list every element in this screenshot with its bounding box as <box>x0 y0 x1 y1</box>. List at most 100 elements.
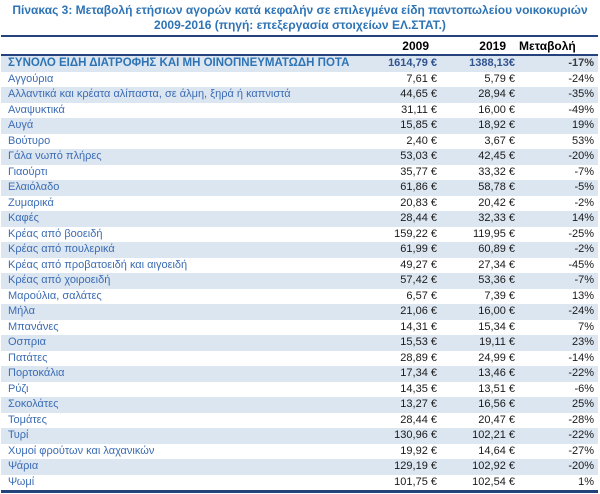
value-change-cell: -22% <box>568 367 594 379</box>
value-2019-cell: 28,94 € <box>478 88 515 100</box>
value-change-cell: -5% <box>574 181 594 193</box>
value-change-cell: 7% <box>578 320 594 333</box>
table-row: Σοκολάτες 13,27 € 16,56 € 25% <box>1 397 598 413</box>
value-change-cell: -28% <box>568 413 594 426</box>
value-2019-cell: 3,67 € <box>484 134 515 147</box>
table-row: Ζυμαρικά 20,83 € 20,42 € -2% <box>1 196 598 212</box>
value-2019-cell: 16,00 € <box>478 103 515 116</box>
value-2009-cell: 49,27 € <box>400 258 437 271</box>
item-label-cell: Ζυμαρικά <box>8 196 54 209</box>
item-label-cell: Γιαούρτι <box>8 165 48 178</box>
value-2009-cell: 15,53 € <box>400 336 437 348</box>
value-2009-cell: 35,77 € <box>400 165 437 178</box>
value-2019-cell: 42,45 € <box>478 150 515 162</box>
value-2019-cell: 58,78 € <box>478 181 515 193</box>
value-change-cell: -45% <box>568 258 594 271</box>
header-2009: 2009 <box>351 36 441 56</box>
item-label-cell: Μαρούλια, σαλάτες <box>8 289 102 302</box>
value-change-cell: -14% <box>568 351 594 364</box>
table-row: Κρέας από χοιροειδή 57,42 € 53,36 € -7% <box>1 273 598 289</box>
value-2009-cell: 28,44 € <box>400 212 437 224</box>
table-row: Μήλα 21,06 € 16,00 € -24% <box>1 304 598 320</box>
value-change-cell: -22% <box>568 429 594 441</box>
value-change-cell: -49% <box>568 103 594 116</box>
value-2019-cell: 102,54 € <box>472 475 515 488</box>
item-label-cell: Αυγά <box>8 119 34 131</box>
table-row: Αλλαντικά και κρέατα αλίπαστα, σε άλμη, … <box>1 87 598 103</box>
value-change-cell: 19% <box>571 119 594 131</box>
caption-line-1: Πίνακας 3: Μεταβολή ετήσιων αγορών κατά … <box>12 3 588 17</box>
value-2019-cell: 15,34 € <box>478 320 515 333</box>
value-change-cell: -35% <box>568 88 594 100</box>
value-2009-cell: 20,83 € <box>400 196 437 209</box>
table-body: ΣΥΝΟΛΟ ΕΙΔΗ ΔΙΑΤΡΟΦΗΣ ΚΑΙ ΜΗ ΟΙΝΟΠΝΕΥΜΑΤ… <box>1 55 598 492</box>
value-change-cell: -24% <box>568 72 594 85</box>
item-label-cell: Αγγούρια <box>8 72 54 85</box>
value-2019-cell: 53,36 € <box>478 274 515 286</box>
table-row: Ψάρια 129,19 € 102,92 € -20% <box>1 459 598 475</box>
item-label-cell: Γάλα νωπό πλήρες <box>8 150 102 162</box>
item-label-cell: Πορτοκάλια <box>8 367 65 379</box>
value-change-cell: -7% <box>574 165 594 178</box>
item-label-cell: Τυρί <box>8 429 29 441</box>
table-row: Χυμοί φρούτων και λαχανικών 19,92 € 14,64 … <box>1 444 598 460</box>
item-label-cell: Σοκολάτες <box>8 398 59 410</box>
header-row: 2009 2019 Μεταβολή <box>1 36 598 56</box>
table-row: Μαρούλια, σαλάτες 6,57 € 7,39 € 13% <box>1 289 598 305</box>
value-change-cell: 25% <box>571 398 594 410</box>
item-label-cell: Μήλα <box>8 305 35 317</box>
item-label-cell: Ψωμί <box>8 475 35 488</box>
item-label-cell: Αλλαντικά και κρέατα αλίπαστα, σε άλμη, … <box>8 88 291 100</box>
value-2009-cell: 13,27 € <box>400 398 437 410</box>
value-change-cell: -2% <box>574 243 594 255</box>
value-change-cell: -17% <box>568 57 594 69</box>
value-2019-cell: 33,32 € <box>478 165 515 178</box>
value-2019-cell: 13,51 € <box>478 382 515 395</box>
total-row: ΣΥΝΟΛΟ ΕΙΔΗ ΔΙΑΤΡΟΦΗΣ ΚΑΙ ΜΗ ΟΙΝΟΠΝΕΥΜΑΤ… <box>1 55 598 72</box>
value-change-cell: -2% <box>574 196 594 209</box>
table-row: Αυγά 15,85 € 18,92 € 19% <box>1 118 598 134</box>
value-change-cell: 14% <box>571 212 594 224</box>
value-2019-cell: 27,34 € <box>478 258 515 271</box>
value-change-cell: -20% <box>568 150 594 162</box>
value-2009-cell: 2,40 € <box>406 134 437 147</box>
value-2019-cell: 102,92 € <box>472 460 515 472</box>
value-2009-cell: 130,96 € <box>394 429 437 441</box>
table-row: Ψωμί 101,75 € 102,54 € 1% <box>1 475 598 492</box>
value-2009-cell: 17,34 € <box>400 367 437 379</box>
value-2009-cell: 159,22 € <box>394 227 437 240</box>
value-2019-cell: 13,46 € <box>478 367 515 379</box>
value-2009-cell: 31,11 € <box>401 103 437 116</box>
value-2009-cell: 7,61 € <box>406 72 437 85</box>
table-row: Ελαιόλαδο 61,86 € 58,78 € -5% <box>1 180 598 196</box>
table-row: Αναψυκτικά 31,11 € 16,00 € -49% <box>1 103 598 119</box>
item-label-cell: Οσπρια <box>8 336 46 348</box>
value-2009-cell: 28,44 € <box>400 413 437 426</box>
value-2019-cell: 7,39 € <box>484 289 515 302</box>
value-change-cell: 13% <box>571 289 594 302</box>
value-2019-cell: 20,47 € <box>478 413 515 426</box>
value-change-cell: -24% <box>568 305 594 317</box>
caption-line-2: 2009-2016 (πηγή: επεξεργασία στοιχείων Ε… <box>154 18 446 32</box>
item-label-cell: Χυμοί φρούτων και λαχανικών <box>8 444 155 457</box>
table-row: Καφές 28,44 € 32,33 € 14% <box>1 211 598 227</box>
table-row: Κρέας από προβατοειδή και αιγοειδή 49,27 … <box>1 258 598 274</box>
value-change-cell: -27% <box>568 444 594 457</box>
table-row: Μπανάνες 14,31 € 15,34 € 7% <box>1 320 598 336</box>
item-label-cell: Κρέας από προβατοειδή και αιγοειδή <box>8 258 188 271</box>
table-row: Τομάτες 28,44 € 20,47 € -28% <box>1 413 598 429</box>
value-2019-cell: 14,64 € <box>478 444 515 457</box>
item-label-cell: Αναψυκτικά <box>8 103 65 116</box>
table-row: Κρέας από βοοειδή 159,22 € 119,95 € -25% <box>1 227 598 243</box>
item-label-cell: Μπανάνες <box>8 320 59 333</box>
value-change-cell: 23% <box>571 336 594 348</box>
item-label-cell: Ψάρια <box>8 460 39 472</box>
value-2009-cell: 15,85 € <box>400 119 437 131</box>
item-label-cell: Καφές <box>8 212 39 224</box>
item-label-cell: Βούτυρο <box>8 134 51 147</box>
value-2019-cell: 16,56 € <box>478 398 515 410</box>
value-2009-cell: 21,06 € <box>400 305 437 317</box>
value-2009-cell: 14,35 € <box>400 382 437 395</box>
